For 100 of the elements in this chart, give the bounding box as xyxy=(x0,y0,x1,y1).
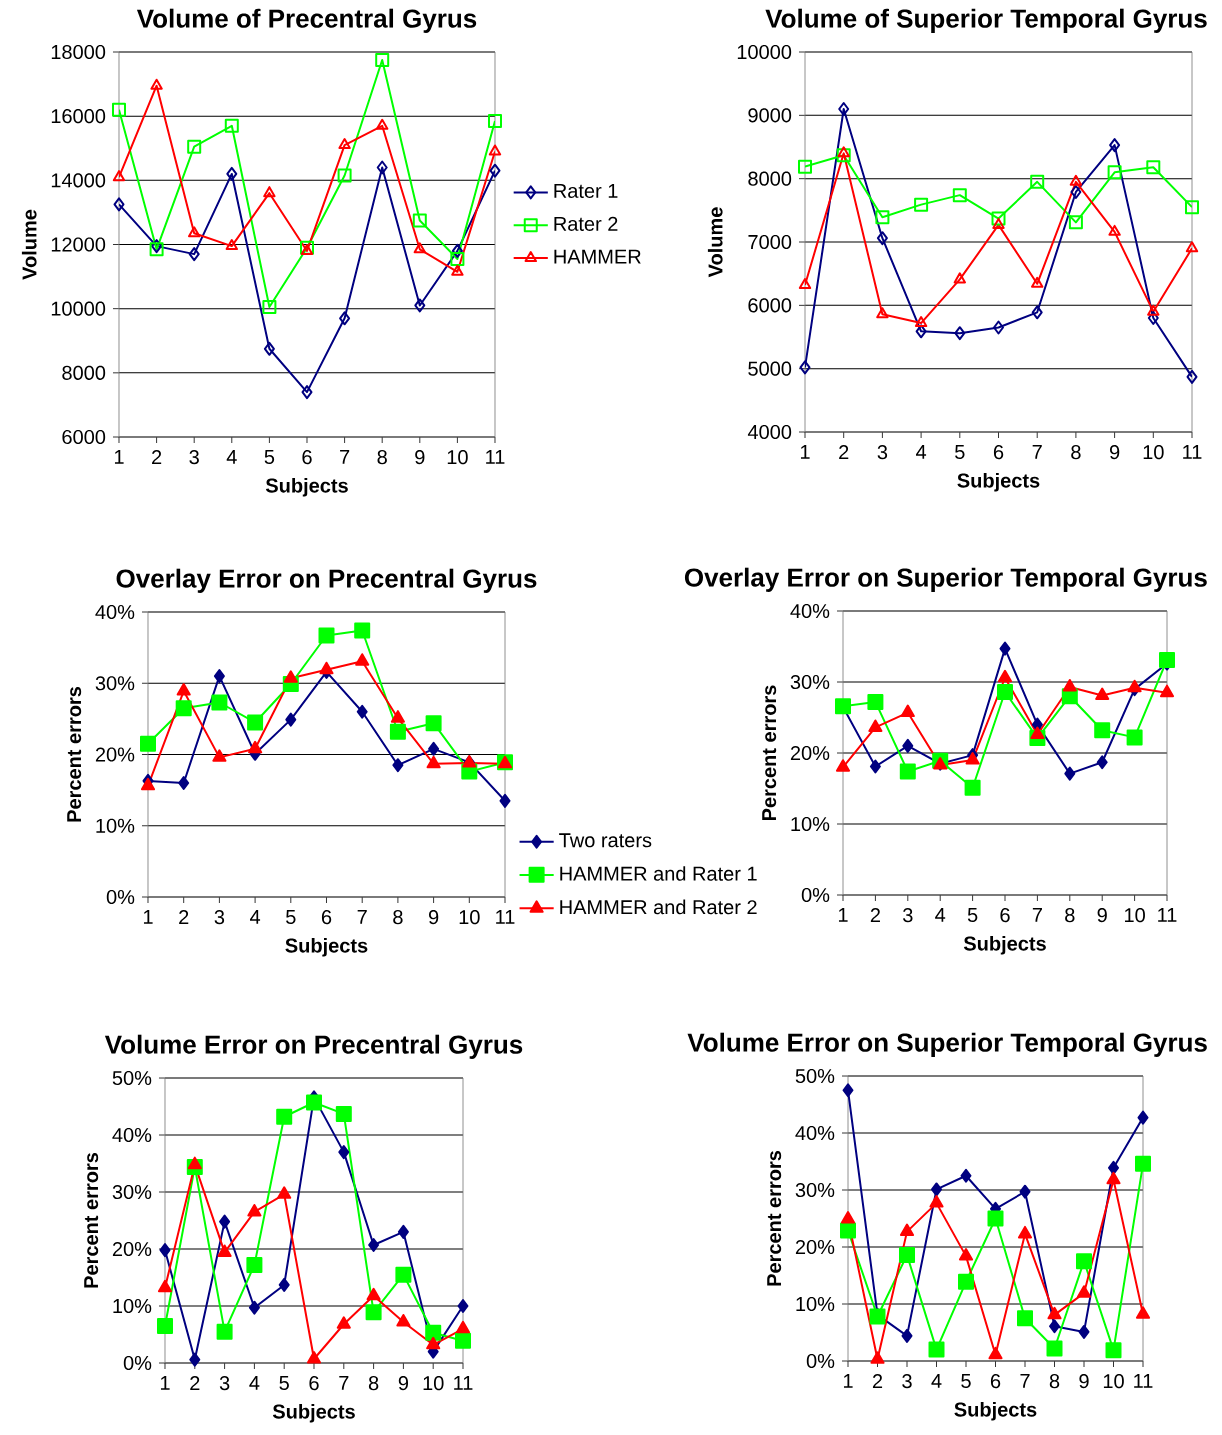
x-tick-label: 8 xyxy=(1049,1374,1060,1389)
y-tick-label: 20% xyxy=(795,1239,835,1255)
x-axis-title: Subjects xyxy=(285,937,368,957)
x-tick-label: 6 xyxy=(309,1376,319,1391)
x-tick-label: 1 xyxy=(160,1376,170,1390)
x-tick-label: 4 xyxy=(916,445,927,459)
x-tick-label: 9 xyxy=(428,910,439,925)
y-axis-title: Percent errors xyxy=(67,686,82,822)
y-tick-label: 40% xyxy=(795,1125,835,1141)
x-tick-label: 3 xyxy=(214,910,225,925)
x-tick-label: 4 xyxy=(931,1374,942,1388)
y-tick-label: 8000 xyxy=(62,365,106,380)
x-tick-label: 6 xyxy=(993,445,1004,460)
x-tick-label: 6 xyxy=(1000,908,1010,923)
x-tick-label: 7 xyxy=(1032,908,1042,922)
x-tick-label: 3 xyxy=(189,450,199,465)
chart-title: Overlay Error on Precentral Gyrus xyxy=(116,568,537,593)
x-tick-label: 9 xyxy=(415,450,425,465)
y-tick-label: 30% xyxy=(112,1184,152,1200)
x-tick-label: 10 xyxy=(1143,445,1164,460)
x-tick-label: 3 xyxy=(219,1376,230,1391)
x-tick-label: 6 xyxy=(321,910,332,925)
y-tick-label: 14000 xyxy=(51,173,106,188)
y-tick-label: 0% xyxy=(806,1353,835,1369)
y-tick-label: 18000 xyxy=(51,44,106,60)
y-tick-label: 50% xyxy=(795,1068,835,1084)
y-tick-label: 50% xyxy=(112,1070,152,1086)
y-tick-label: 30% xyxy=(95,676,135,691)
y-axis-title: Percent errors xyxy=(762,685,777,821)
x-tick-label: 1 xyxy=(843,1374,853,1388)
y-tick-label: 7000 xyxy=(748,234,792,250)
y-tick-label: 10% xyxy=(796,1296,835,1312)
y-tick-label: 20% xyxy=(790,745,830,761)
y-tick-label: 10% xyxy=(96,818,135,833)
x-tick-label: 10 xyxy=(447,450,468,465)
chart-title: Volume Error on Precentral Gyrus xyxy=(104,1034,523,1059)
x-tick-label: 8 xyxy=(377,450,387,465)
x-tick-label: 8 xyxy=(393,910,403,925)
x-tick-label: 1 xyxy=(800,445,810,459)
x-axis-title: Subjects xyxy=(957,472,1040,492)
y-tick-label: 5000 xyxy=(748,361,792,376)
y-tick-label: 10000 xyxy=(737,44,792,60)
y-tick-label: 10000 xyxy=(51,301,106,316)
y-tick-label: 16000 xyxy=(51,109,106,124)
x-tick-label: 8 xyxy=(1065,908,1075,923)
x-axis-title: Subjects xyxy=(954,1401,1037,1421)
y-axis-title: Percent errors xyxy=(84,1152,99,1288)
y-tick-label: 30% xyxy=(790,674,830,690)
x-tick-label: 2 xyxy=(872,1374,883,1389)
legend-label: Rater 2 xyxy=(554,216,618,231)
x-tick-label: 7 xyxy=(340,450,350,464)
x-tick-label: 7 xyxy=(1020,1374,1030,1388)
y-tick-label: 8000 xyxy=(748,171,792,186)
y-tick-label: 0% xyxy=(801,887,830,903)
x-tick-label: 6 xyxy=(990,1374,1001,1389)
x-tick-label: 10 xyxy=(423,1376,444,1391)
legend-label: Two raters xyxy=(559,833,652,848)
x-tick-label: 11 xyxy=(454,1376,473,1390)
x-tick-label: 3 xyxy=(902,1374,912,1389)
x-tick-label: 4 xyxy=(250,910,261,924)
x-axis-title: Subjects xyxy=(272,1403,355,1423)
x-tick-label: 4 xyxy=(226,450,237,464)
x-tick-label: 8 xyxy=(1071,445,1081,460)
x-tick-label: 5 xyxy=(279,1376,289,1391)
x-axis-title: Subjects xyxy=(265,477,348,497)
x-tick-label: 11 xyxy=(1183,445,1202,459)
x-tick-label: 1 xyxy=(143,910,153,924)
y-tick-label: 12000 xyxy=(51,237,106,252)
x-tick-label: 6 xyxy=(302,450,312,465)
x-tick-label: 2 xyxy=(190,1376,200,1391)
legend-label: HAMMER and Rater 1 xyxy=(560,866,757,881)
chart-title: Overlay Error on Superior Temporal Gyrus xyxy=(684,567,1207,592)
y-tick-label: 20% xyxy=(112,1241,152,1257)
y-tick-label: 4000 xyxy=(747,424,792,440)
y-tick-label: 9000 xyxy=(748,108,792,123)
x-tick-label: 5 xyxy=(955,445,965,460)
y-tick-label: 20% xyxy=(95,747,135,762)
y-tick-label: 40% xyxy=(112,1127,152,1143)
y-tick-label: 0% xyxy=(123,1355,152,1371)
x-tick-label: 5 xyxy=(286,910,296,925)
x-tick-label: 5 xyxy=(961,1374,971,1389)
y-axis-title: Volume xyxy=(21,209,37,280)
x-tick-label: 1 xyxy=(838,908,848,922)
y-tick-label: 10% xyxy=(113,1298,152,1314)
chart-title: Volume Error on Superior Temporal Gyrus xyxy=(687,1032,1207,1057)
y-tick-label: 40% xyxy=(790,603,830,619)
x-tick-label: 2 xyxy=(839,445,849,460)
legend-label: HAMMER and Rater 2 xyxy=(560,899,757,915)
chart-title: Volume of Superior Temporal Gyrus xyxy=(765,8,1207,33)
y-axis-title: Volume xyxy=(707,207,723,278)
x-tick-label: 5 xyxy=(967,908,978,923)
y-axis-title: Percent errors xyxy=(767,1150,782,1286)
x-tick-label: 10 xyxy=(1103,1374,1124,1389)
x-tick-label: 10 xyxy=(1125,908,1145,923)
x-tick-label: 3 xyxy=(877,445,888,460)
y-tick-label: 0% xyxy=(106,889,135,905)
x-tick-label: 2 xyxy=(179,910,189,925)
y-tick-label: 10% xyxy=(791,816,830,832)
x-tick-label: 8 xyxy=(368,1376,379,1391)
x-tick-label: 11 xyxy=(1134,1374,1153,1388)
